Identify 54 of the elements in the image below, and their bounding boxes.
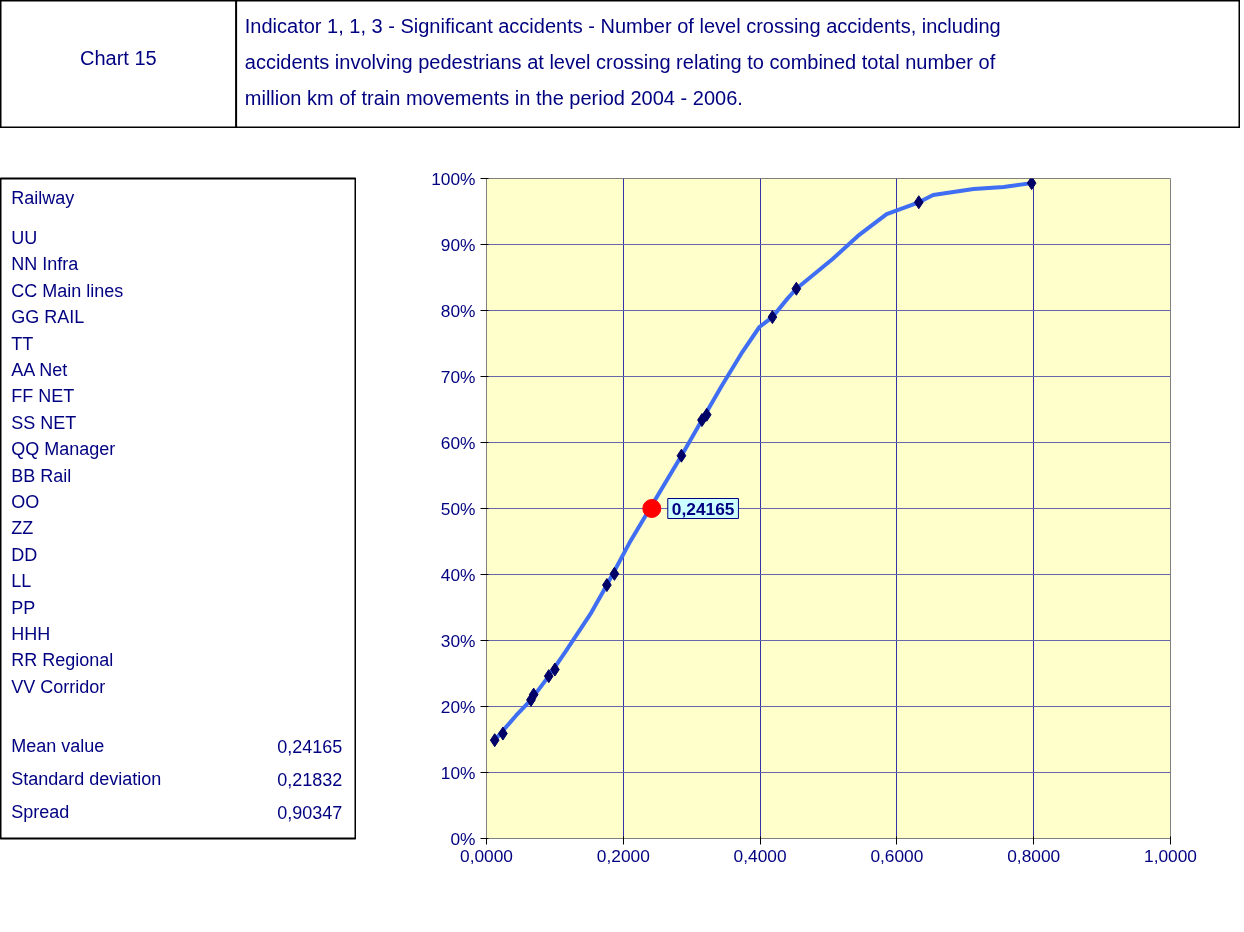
x-tick-label: 0,8000 (1007, 845, 1061, 866)
text: PP (11, 597, 36, 618)
text: QQ Manager (11, 439, 116, 460)
annotation: 0,24165 (671, 498, 735, 519)
y-tick-label: 40% (440, 564, 476, 585)
y-tick-label: 100% (431, 168, 476, 189)
text: GG RAIL (11, 307, 85, 328)
text: NN Infra (11, 254, 80, 275)
text: LL (11, 571, 32, 592)
x-tick-label: 1,0000 (1144, 845, 1197, 866)
text: 0,24165 (277, 736, 343, 757)
text: RR Regional (11, 650, 114, 671)
y-tick-label: 30% (440, 630, 476, 651)
point (701, 407, 712, 422)
text: Standard deviation (11, 769, 162, 790)
point (1026, 178, 1037, 191)
text: OO (11, 491, 40, 512)
y-tick-label: 70% (440, 366, 476, 387)
x-tick-label: 0,4000 (733, 845, 787, 866)
point (489, 733, 500, 748)
text: FF NET (11, 386, 75, 407)
text: CC Main lines (11, 280, 124, 301)
point (543, 669, 554, 684)
y-tick-label: 50% (440, 498, 476, 519)
point (642, 499, 662, 518)
y-tick-label: 80% (440, 300, 476, 321)
y-tick-label: 20% (440, 696, 476, 717)
text: 0,21832 (277, 769, 343, 790)
point (528, 687, 539, 702)
text: SS NET (11, 412, 77, 433)
text: ZZ (11, 518, 34, 539)
text: DD (11, 544, 38, 565)
chart-title: Indicator 1, 1, 3 - Significant accidents - Number of level crossing accidents, including accidents involving pedestrians at level crossing relating to combined total number of million km of train movements in the period 2004 - 2006. (244, 15, 1001, 109)
text: UU (11, 227, 38, 248)
text: Mean value (11, 736, 105, 757)
text: BB Rail (11, 465, 72, 486)
y-tick-label: 10% (440, 762, 476, 783)
caption: Chart 15 (79, 47, 157, 70)
y-tick-label: 60% (440, 432, 476, 453)
point (609, 566, 620, 581)
text: 0,90347 (277, 802, 343, 823)
x-tick-label: 0,6000 (870, 845, 924, 866)
text: HHH (11, 623, 51, 644)
point (676, 448, 687, 463)
x-tick-label: 0,2000 (596, 845, 650, 866)
text: Spread (11, 802, 70, 823)
text: TT (11, 333, 34, 354)
text: AA Net (11, 359, 68, 380)
text: VV Corridor (11, 676, 106, 697)
point (791, 281, 802, 296)
y-tick-label: 90% (440, 234, 476, 255)
point (767, 310, 778, 325)
point (913, 195, 924, 210)
text: Railway (11, 188, 75, 209)
